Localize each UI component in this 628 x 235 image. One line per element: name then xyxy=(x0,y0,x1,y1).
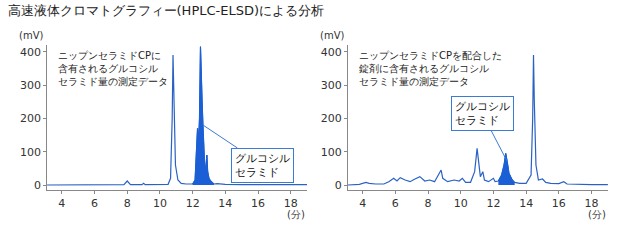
svg-text:18: 18 xyxy=(585,197,599,210)
svg-text:4: 4 xyxy=(359,197,366,210)
svg-text:ニップンセラミドCPに含有されるグルコシルセラミド量の測定デ: ニップンセラミドCPに含有されるグルコシルセラミド量の測定データ xyxy=(58,50,168,87)
svg-text:12: 12 xyxy=(486,197,500,210)
svg-text:(分): (分) xyxy=(588,209,606,220)
svg-text:0: 0 xyxy=(335,179,342,192)
svg-text:100: 100 xyxy=(321,146,342,159)
svg-text:16: 16 xyxy=(552,197,566,210)
svg-text:8: 8 xyxy=(425,197,432,210)
svg-text:16: 16 xyxy=(251,197,265,210)
svg-text:0: 0 xyxy=(34,179,41,192)
svg-text:6: 6 xyxy=(91,197,98,210)
svg-text:高速液体クロマトグラフィー(HPLC-ELSD)による分析: 高速液体クロマトグラフィー(HPLC-ELSD)による分析 xyxy=(8,3,325,18)
svg-text:400: 400 xyxy=(321,46,342,59)
svg-text:(mV): (mV) xyxy=(19,30,43,41)
svg-text:200: 200 xyxy=(321,112,342,125)
svg-text:300: 300 xyxy=(321,79,342,92)
svg-text:400: 400 xyxy=(20,46,41,59)
svg-text:(分): (分) xyxy=(287,209,305,220)
svg-text:18: 18 xyxy=(284,197,298,210)
svg-text:14: 14 xyxy=(519,197,533,210)
svg-text:グルコシルセラミド: グルコシルセラミド xyxy=(455,100,510,127)
svg-text:8: 8 xyxy=(124,197,131,210)
svg-text:12: 12 xyxy=(186,197,200,210)
svg-text:4: 4 xyxy=(58,197,65,210)
svg-text:ニップンセラミドCPを配合した錠剤に含有されるグルコシルセラ: ニップンセラミドCPを配合した錠剤に含有されるグルコシルセラミド量の測定データ xyxy=(359,50,502,87)
svg-text:14: 14 xyxy=(218,197,232,210)
svg-text:100: 100 xyxy=(20,146,41,159)
svg-text:6: 6 xyxy=(392,197,399,210)
svg-text:グルコシルセラミド: グルコシルセラミド xyxy=(235,152,290,179)
svg-text:(mV): (mV) xyxy=(320,30,344,41)
svg-text:10: 10 xyxy=(153,197,167,210)
svg-text:200: 200 xyxy=(20,112,41,125)
svg-text:300: 300 xyxy=(20,79,41,92)
svg-text:10: 10 xyxy=(454,197,468,210)
